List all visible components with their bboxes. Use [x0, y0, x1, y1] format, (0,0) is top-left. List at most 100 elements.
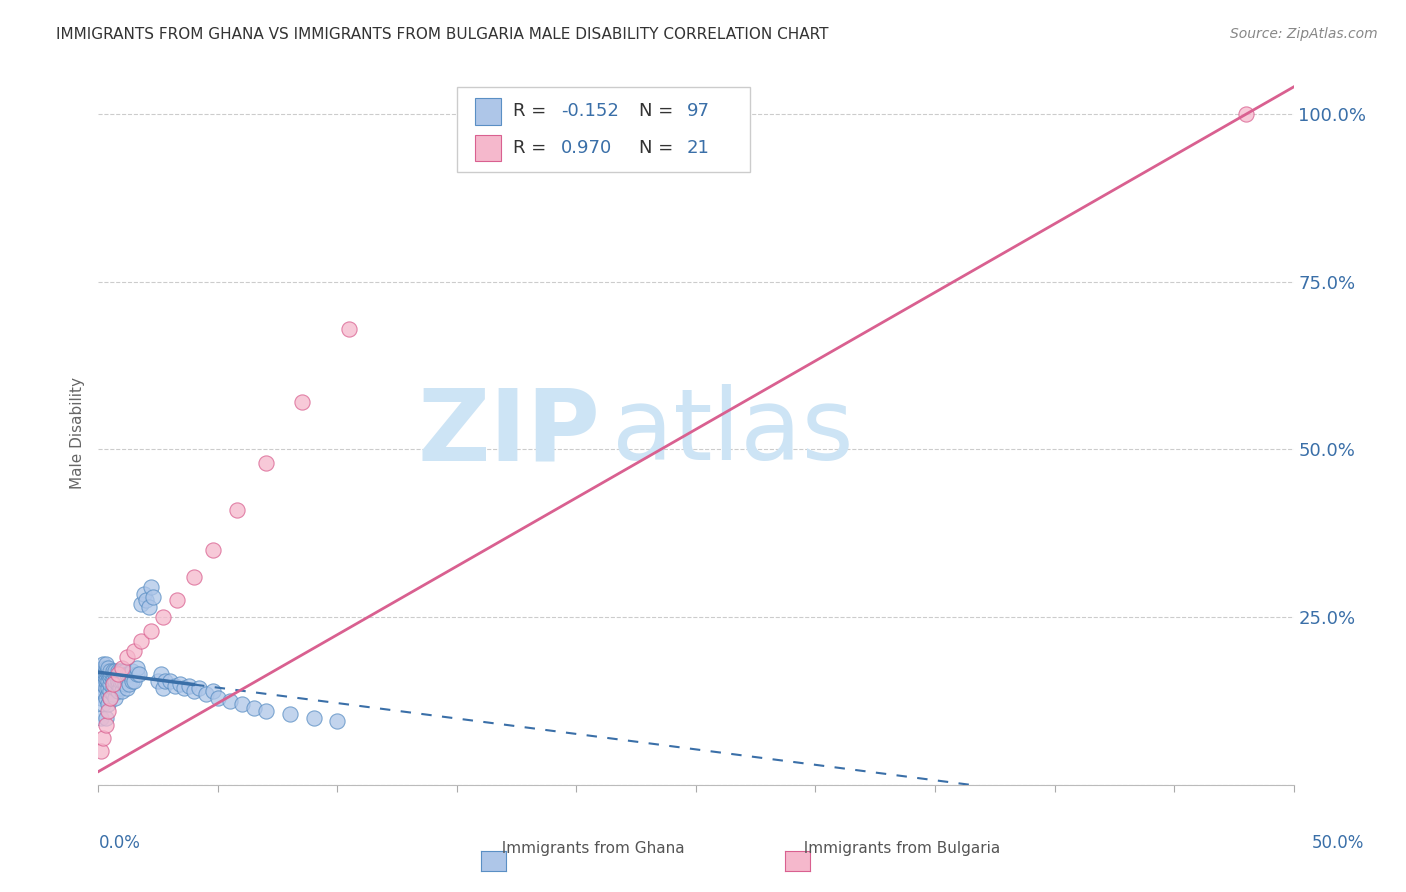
Point: [163, 679, 186, 693]
Point: [91, 698, 114, 712]
Point: [101, 667, 124, 681]
Point: [114, 671, 136, 685]
Point: [115, 667, 138, 681]
Point: [114, 664, 136, 678]
Point: [108, 673, 131, 688]
Point: [107, 684, 129, 698]
Point: [107, 667, 129, 681]
Point: [108, 664, 131, 678]
Point: [98, 664, 122, 678]
Point: [104, 681, 127, 695]
Point: [98, 690, 122, 705]
Y-axis label: Male Disability: Male Disability: [69, 376, 84, 489]
Text: atlas: atlas: [613, 384, 853, 481]
Point: [1234, 107, 1257, 121]
Point: [98, 671, 122, 685]
Point: [91, 684, 114, 698]
Point: [183, 684, 205, 698]
Text: 97: 97: [686, 103, 710, 120]
Point: [111, 660, 134, 674]
Point: [166, 593, 188, 607]
Text: 50.0%: 50.0%: [1312, 834, 1364, 852]
Point: [254, 456, 277, 470]
Point: [90, 677, 112, 691]
Point: [219, 694, 242, 708]
Point: [108, 667, 131, 681]
Point: [254, 704, 277, 718]
FancyBboxPatch shape: [457, 87, 749, 172]
Point: [155, 673, 177, 688]
Text: 0.970: 0.970: [561, 139, 612, 157]
Point: [91, 657, 114, 672]
Point: [97, 664, 120, 678]
Point: [243, 700, 266, 714]
Point: [94, 673, 117, 688]
Point: [131, 633, 153, 648]
Point: [326, 714, 349, 729]
Point: [94, 690, 117, 705]
Point: [104, 667, 127, 681]
Point: [118, 677, 141, 691]
Point: [111, 664, 134, 678]
FancyBboxPatch shape: [475, 135, 501, 161]
Point: [94, 681, 117, 695]
Point: [101, 687, 124, 701]
Point: [94, 657, 117, 672]
Point: [187, 681, 209, 695]
Point: [97, 704, 120, 718]
Point: [121, 664, 143, 678]
Point: [291, 395, 314, 409]
Point: [91, 660, 114, 674]
Text: -0.152: -0.152: [561, 103, 619, 120]
Point: [90, 711, 112, 725]
Text: N =: N =: [638, 103, 679, 120]
Point: [138, 600, 160, 615]
Point: [97, 673, 120, 688]
Text: R =: R =: [513, 103, 553, 120]
Point: [173, 681, 195, 695]
Point: [90, 671, 112, 685]
Point: [115, 650, 138, 665]
Point: [139, 624, 162, 638]
Point: [94, 667, 117, 681]
Point: [101, 673, 124, 688]
Point: [195, 687, 218, 701]
Point: [135, 593, 157, 607]
Point: [125, 660, 148, 674]
Point: [128, 667, 150, 681]
Point: [169, 677, 191, 691]
Point: [94, 717, 117, 731]
Point: [148, 673, 170, 688]
Point: [202, 684, 225, 698]
Point: [104, 673, 127, 688]
Point: [91, 677, 114, 691]
Point: [207, 690, 229, 705]
Point: [159, 673, 181, 688]
Point: [98, 690, 122, 705]
Point: [97, 681, 120, 695]
Point: [111, 684, 134, 698]
Point: [231, 698, 253, 712]
Point: [107, 677, 129, 691]
Point: [91, 667, 114, 681]
Point: [94, 711, 117, 725]
Point: [90, 664, 112, 678]
Point: [149, 667, 172, 681]
Text: 21: 21: [686, 139, 709, 157]
Point: [114, 677, 136, 691]
Point: [91, 664, 114, 678]
Text: Source: ZipAtlas.com: Source: ZipAtlas.com: [1230, 27, 1378, 41]
Point: [124, 644, 146, 658]
Point: [226, 503, 249, 517]
Point: [125, 667, 148, 681]
Point: [107, 667, 129, 681]
Text: N =: N =: [638, 139, 679, 157]
Point: [302, 711, 325, 725]
Point: [94, 671, 117, 685]
Point: [104, 664, 127, 678]
Point: [101, 671, 124, 685]
Point: [121, 673, 143, 688]
FancyBboxPatch shape: [475, 98, 501, 125]
Point: [179, 679, 201, 693]
Point: [97, 698, 120, 712]
